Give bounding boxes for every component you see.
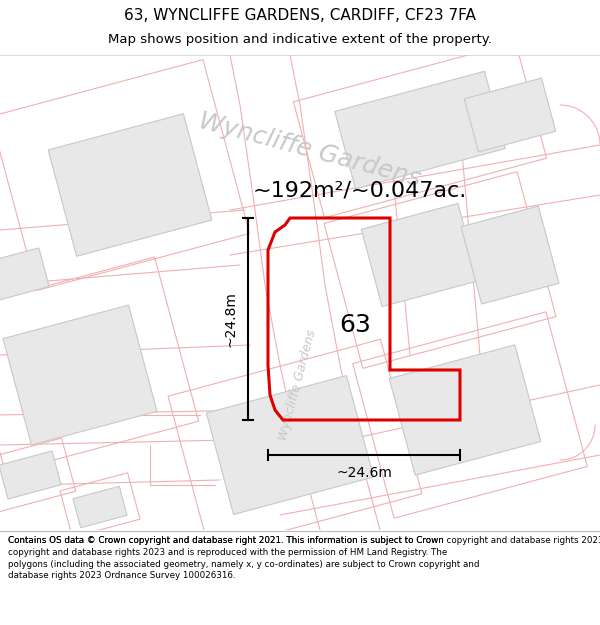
Polygon shape (464, 78, 556, 152)
Text: ~24.8m: ~24.8m (223, 291, 237, 347)
Text: 63, WYNCLIFFE GARDENS, CARDIFF, CF23 7FA: 63, WYNCLIFFE GARDENS, CARDIFF, CF23 7FA (124, 8, 476, 23)
Text: ~24.6m: ~24.6m (336, 466, 392, 480)
Polygon shape (389, 345, 541, 475)
Text: Contains OS data © Crown copyright and database right 2021. This information is : Contains OS data © Crown copyright and d… (8, 536, 479, 581)
Text: Contains OS data © Crown copyright and database right 2021. This information is : Contains OS data © Crown copyright and d… (8, 536, 600, 545)
Polygon shape (361, 203, 479, 307)
Text: Wyncliffe Gardens: Wyncliffe Gardens (277, 328, 319, 442)
Polygon shape (461, 206, 559, 304)
Polygon shape (0, 248, 49, 302)
Polygon shape (48, 114, 212, 256)
Polygon shape (335, 71, 505, 189)
Polygon shape (3, 305, 157, 445)
Text: Wyncliffe Gardens: Wyncliffe Gardens (196, 109, 424, 191)
Polygon shape (73, 486, 127, 528)
Polygon shape (206, 376, 374, 514)
Text: 63: 63 (339, 313, 371, 337)
Text: ~192m²/~0.047ac.: ~192m²/~0.047ac. (253, 180, 467, 200)
Polygon shape (0, 451, 61, 499)
Text: Map shows position and indicative extent of the property.: Map shows position and indicative extent… (108, 33, 492, 46)
